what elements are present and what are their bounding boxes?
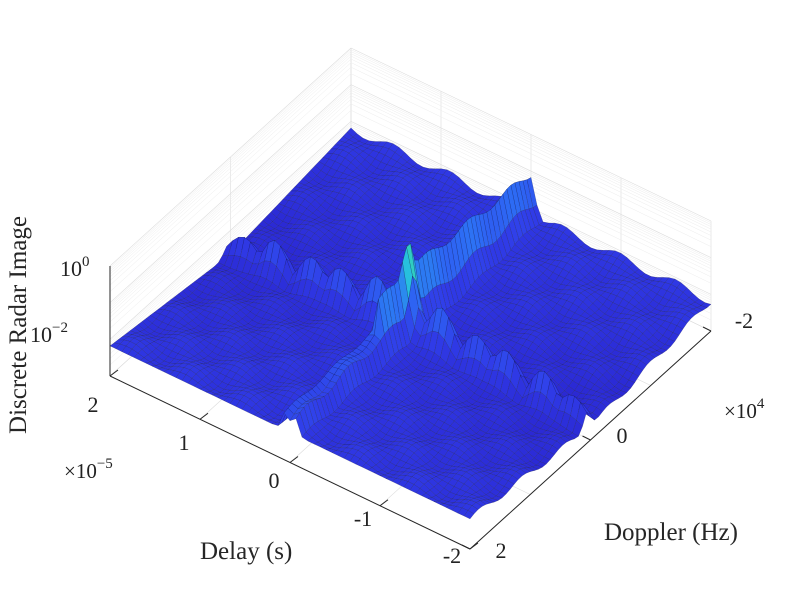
wall-grid-line	[350, 66, 712, 241]
wall-grid-line	[109, 95, 352, 314]
wall-grid-line	[109, 103, 352, 323]
wall-grid-line	[109, 129, 352, 348]
wall-grid-line	[109, 66, 352, 286]
wall-grid-line	[109, 53, 352, 272]
wall-grid-line	[109, 49, 352, 268]
wall-grid-line	[350, 55, 712, 230]
x-axis-title: Delay (s)	[200, 538, 292, 565]
y-tick-label-0: 2	[496, 538, 507, 563]
y-exponent-label: ×104	[724, 396, 765, 423]
wall-grid-line	[109, 110, 352, 329]
y-tick-mark	[461, 544, 471, 550]
wall-grid-line	[109, 86, 352, 305]
wall-grid-line	[109, 62, 352, 281]
wall-grid-line	[350, 53, 712, 227]
wall-grid-line	[350, 86, 712, 260]
x-tick-label-2: 0	[269, 468, 280, 493]
z-tick-label-0: 100	[60, 254, 90, 281]
y-tick-mark	[582, 435, 591, 441]
x-tick-mark	[199, 412, 209, 420]
z-tick-label-1: 10−2	[30, 320, 68, 347]
y-axis-title: Doppler (Hz)	[604, 519, 738, 546]
wall-grid-line	[109, 73, 352, 292]
wall-grid-line	[109, 55, 352, 275]
wall-grid-line	[350, 47, 712, 222]
wall-grid-line	[109, 99, 352, 318]
wall-grid-line	[350, 58, 712, 233]
x-tick-mark	[469, 542, 479, 550]
wall-grid-line	[109, 122, 352, 342]
surface-patch	[463, 510, 475, 520]
x-tick-label-3: -1	[354, 506, 372, 531]
wall-grid-line	[109, 132, 352, 351]
x-tick-mark	[109, 369, 119, 377]
wall-grid-line	[109, 126, 352, 346]
wall-grid-line	[109, 47, 352, 267]
wall-grid-line	[350, 90, 712, 264]
wall-grid-line	[109, 124, 352, 344]
wall-grid-line	[350, 87, 712, 262]
wall-grid-line	[350, 62, 712, 236]
y-tick-label-2: -2	[735, 308, 753, 333]
wall-grid-line	[109, 92, 352, 311]
wall-grid-line	[109, 58, 352, 278]
wall-grid-line	[109, 90, 352, 309]
surface-mesh	[109, 127, 712, 520]
wall-grid-line	[350, 73, 712, 247]
wall-grid-line	[109, 121, 352, 340]
y-tick-label-1: 0	[617, 423, 628, 448]
wall-grid-line	[350, 49, 712, 223]
wall-grid-line	[109, 51, 352, 270]
wall-grid-line	[109, 84, 352, 303]
wall-grid-line	[350, 51, 712, 225]
axes-box	[109, 266, 712, 550]
wall-grid-line	[350, 84, 712, 258]
wall-grid-line	[109, 88, 352, 307]
x-tick-label-1: 1	[179, 430, 190, 455]
x-tick-mark	[379, 499, 389, 507]
x-tick-mark	[289, 456, 299, 463]
x-exponent-label: ×10−5	[64, 456, 113, 483]
z-axis-title: Discrete Radar Image	[5, 216, 32, 434]
x-tick-label-0: 2	[88, 392, 99, 417]
y-tick-mark	[702, 326, 712, 332]
x-tick-label-4: -2	[443, 543, 461, 568]
